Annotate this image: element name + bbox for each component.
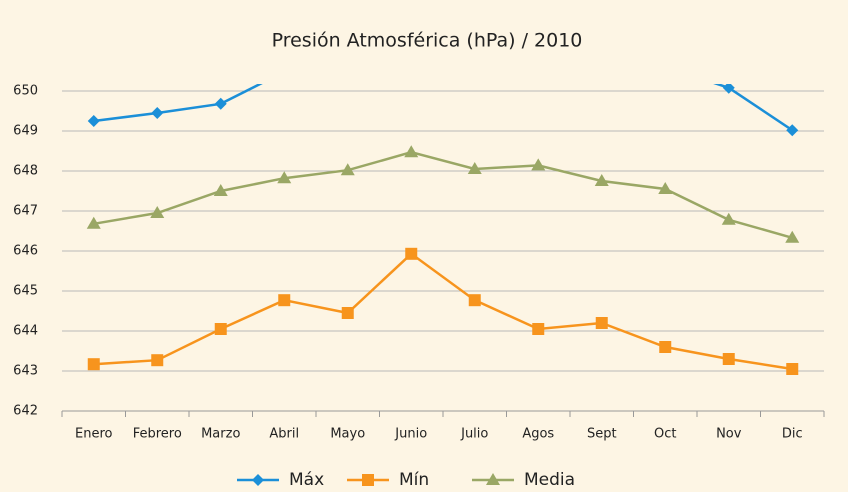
marker (278, 294, 291, 307)
y-tick-label: 649 (13, 124, 38, 139)
marker (86, 216, 101, 229)
legend-label: Media (524, 470, 575, 490)
marker (341, 307, 354, 319)
marker (214, 323, 227, 335)
plot-area (86, 49, 800, 375)
marker (252, 474, 264, 486)
marker (150, 206, 165, 218)
marker (214, 97, 227, 110)
marker (340, 163, 355, 176)
marker (404, 145, 419, 158)
marker (786, 124, 799, 137)
x-tick-label: Oct (654, 427, 676, 442)
series-line (93, 150, 793, 240)
marker (486, 473, 500, 485)
marker (468, 294, 481, 307)
marker (786, 363, 799, 375)
y-tick-label: 642 (13, 404, 38, 419)
marker (151, 354, 164, 367)
marker (278, 66, 290, 78)
marker (594, 174, 609, 186)
marker (659, 341, 672, 353)
y-tick-label: 646 (13, 244, 38, 259)
y-tick-label: 645 (13, 284, 38, 299)
x-tick-label: Sept (587, 427, 617, 442)
y-tick-label: 643 (13, 364, 38, 379)
marker (467, 162, 482, 174)
legend-label: Máx (289, 470, 324, 490)
y-tick-label: 650 (13, 84, 38, 99)
y-tick-label: 647 (13, 204, 38, 219)
series-line (93, 252, 793, 371)
marker (721, 212, 736, 225)
marker (532, 323, 545, 335)
marker (362, 474, 374, 486)
legend-label: Mín (399, 470, 429, 490)
marker (722, 84, 735, 94)
marker (722, 353, 735, 365)
y-tick-label: 644 (13, 324, 38, 339)
x-tick-label: Abril (269, 427, 299, 442)
y-tick-label: 648 (13, 164, 38, 179)
x-tick-label: Febrero (133, 427, 182, 442)
marker (785, 230, 800, 243)
marker (277, 171, 292, 184)
marker (659, 61, 671, 73)
marker (87, 115, 100, 127)
x-tick-label: Mayo (330, 427, 365, 442)
x-tick-label: Julio (460, 427, 488, 442)
x-tick-label: Enero (75, 427, 113, 442)
marker (531, 158, 546, 171)
marker (213, 184, 228, 196)
x-tick-label: Junio (394, 427, 427, 442)
x-tick-label: Dic (782, 427, 803, 442)
marker (151, 107, 164, 119)
x-tick-label: Nov (716, 427, 742, 442)
marker (87, 358, 100, 371)
x-tick-label: Agos (522, 427, 554, 442)
series-line (93, 84, 793, 132)
marker (405, 247, 418, 260)
chart-title: Presión Atmosférica (hPa) / 2010 (272, 30, 583, 52)
marker (658, 182, 673, 194)
marker (595, 317, 608, 329)
marker (596, 49, 608, 61)
x-tick-label: Marzo (201, 427, 240, 442)
